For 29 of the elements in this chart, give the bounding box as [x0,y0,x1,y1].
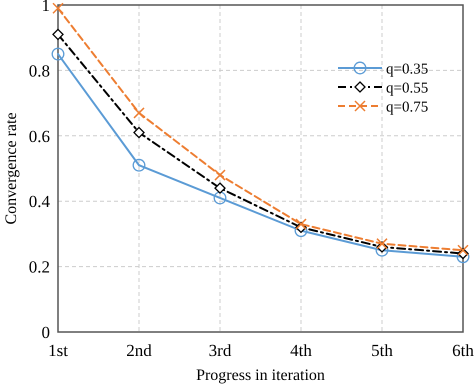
x-axis-title: Progress in iteration [196,367,325,384]
point [52,28,64,40]
legend-label: q=0.55 [386,80,428,96]
point [457,244,469,256]
point [52,48,64,60]
x-tick-label: 5th [371,341,394,360]
x-tick-label: 4th [290,341,312,360]
y-tick-label: 0.4 [28,192,50,212]
y-tick-label: 0.8 [28,61,50,80]
x-tick-label: 2nd [126,341,152,360]
point [214,182,226,194]
y-tick-label: 0 [42,322,50,342]
point [133,126,145,138]
point [132,158,146,172]
x-tick-label: 6th [452,341,474,360]
point [214,191,226,204]
point [133,107,145,119]
y-tick-label: 0.2 [28,258,50,277]
point [376,238,388,250]
point [52,2,64,14]
point [295,218,307,230]
y-tick-label: 0.6 [28,126,50,146]
legend-label: q=0.75 [386,99,428,116]
y-axis-title: Convergence rate [3,112,20,225]
point [214,169,226,181]
legend-label: q=0.35 [386,61,428,78]
x-tick-label: 1st [48,341,68,360]
x-tick-label: 3rd [208,341,232,360]
y-tick-label: 1 [42,0,50,15]
